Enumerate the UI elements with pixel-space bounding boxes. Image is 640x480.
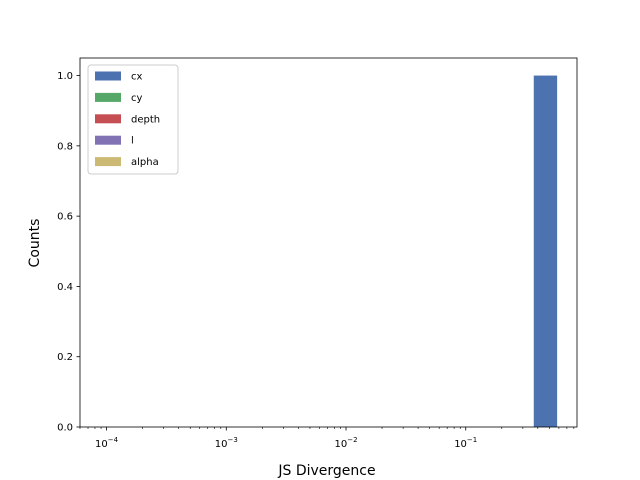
y-tick-label: 0.6 xyxy=(57,212,73,223)
legend-label-alpha: alpha xyxy=(131,157,159,168)
y-tick-label: 0.4 xyxy=(57,282,73,293)
x-tick-label: 10−4 xyxy=(95,436,119,450)
legend-label-cx: cx xyxy=(131,72,142,83)
x-tick-label: 10−3 xyxy=(215,436,238,450)
y-tick-label: 0.8 xyxy=(57,141,73,152)
legend-swatch-depth xyxy=(95,114,121,124)
y-tick-label: 0.0 xyxy=(57,423,73,434)
x-axis-title: JS Divergence xyxy=(277,463,375,479)
legend-swatch-l xyxy=(95,135,121,145)
plot-area xyxy=(533,75,558,428)
legend: cx cy depth l alpha xyxy=(87,64,179,175)
legend-label-cy: cy xyxy=(131,93,142,104)
legend-swatch-cy xyxy=(95,92,121,102)
x-tick-label: 10−2 xyxy=(334,436,357,450)
y-axis-title: Counts xyxy=(27,219,43,268)
legend-label-depth: depth xyxy=(131,114,160,125)
axes-frame xyxy=(79,57,578,428)
legend-label-l: l xyxy=(131,136,134,147)
y-tick-label: 0.2 xyxy=(57,352,73,363)
x-tick-label: 10−1 xyxy=(454,436,477,450)
legend-swatch-cx xyxy=(95,71,121,81)
axes: 0.0 0.2 0.4 0.6 0.8 1.0 10−4 10−3 10−2 10−1 xyxy=(57,57,578,450)
legend-swatch-alpha xyxy=(95,157,121,167)
y-tick-label: 1.0 xyxy=(57,71,73,82)
legend-box xyxy=(87,64,179,175)
bar-cx-0 xyxy=(533,75,558,428)
